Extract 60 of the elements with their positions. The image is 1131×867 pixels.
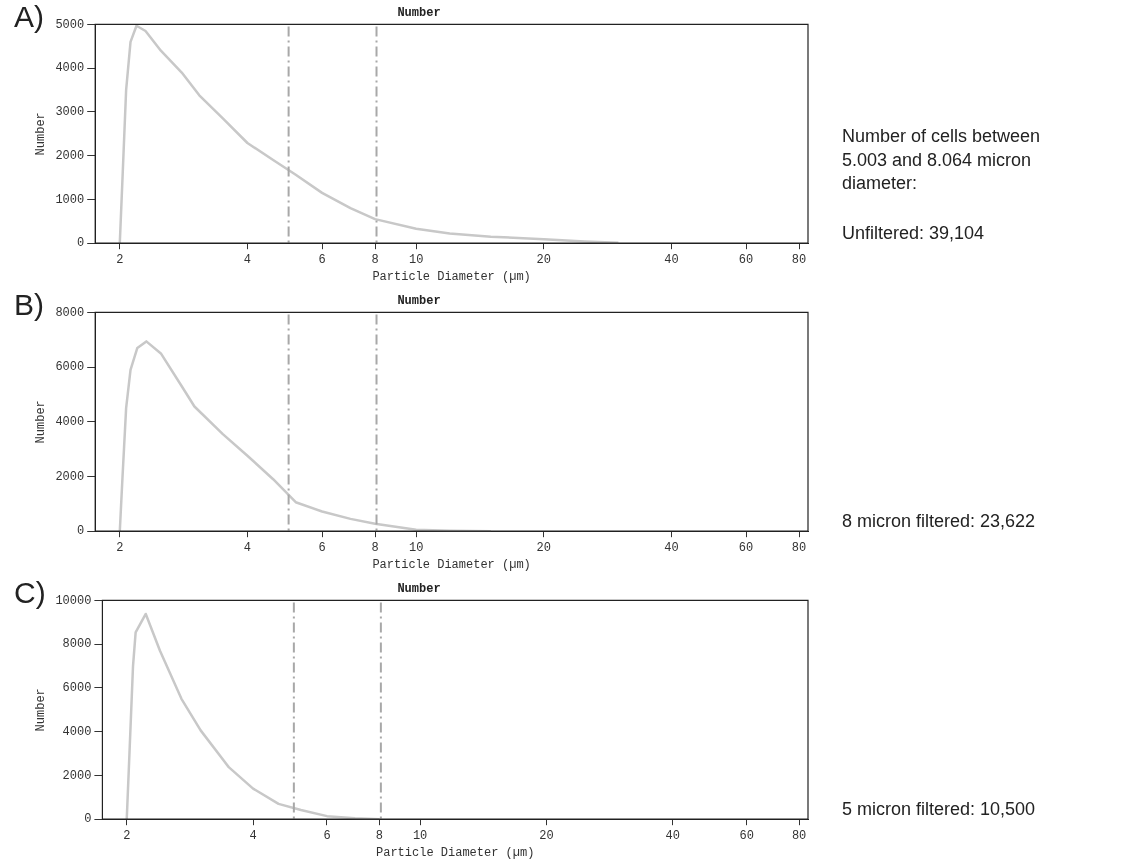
y-axis-title: Number xyxy=(34,112,49,156)
y-axis-title: Number xyxy=(34,400,49,444)
text: A) xyxy=(14,0,44,34)
x-tick-label: 4 xyxy=(249,828,257,843)
text: C) xyxy=(14,576,46,610)
x-tick-label: 6 xyxy=(318,540,326,555)
y-tick-label: 6000 xyxy=(62,681,92,696)
x-tick-label: 4 xyxy=(243,540,252,555)
x-tick-label: 8 xyxy=(371,252,379,267)
text: 8 micron filtered: 23,622 xyxy=(842,509,1037,533)
y-tick-label: 4000 xyxy=(55,414,85,429)
x-tick-label: 80 xyxy=(791,540,807,555)
x-tick-label: 20 xyxy=(539,828,554,843)
text: Unfiltered: 39,104 xyxy=(842,221,986,245)
y-tick-label: 1000 xyxy=(55,192,85,207)
x-tick-label: 8 xyxy=(371,540,379,555)
x-tick-label: 6 xyxy=(318,252,326,267)
x-tick-label: 20 xyxy=(536,252,551,267)
x-tick-label: 40 xyxy=(664,252,679,267)
y-tick-label: 2000 xyxy=(55,148,85,163)
text: 5 micron filtered: 10,500 xyxy=(842,797,1037,821)
x-tick-label: 60 xyxy=(738,540,754,555)
x-axis-title: Particle Diameter (µm) xyxy=(372,557,531,572)
y-tick-label: 4000 xyxy=(55,61,85,76)
x-tick-label: 2 xyxy=(116,252,124,267)
text: B) xyxy=(14,288,44,322)
x-axis-title: Particle Diameter (µm) xyxy=(372,269,531,284)
chart-title: Number xyxy=(397,6,441,21)
y-tick-label: 4000 xyxy=(62,724,92,739)
x-tick-label: 60 xyxy=(738,252,754,267)
chart-title: Number xyxy=(397,582,441,597)
x-tick-label: 2 xyxy=(116,540,124,555)
y-tick-label: 5000 xyxy=(55,17,85,32)
x-tick-label: 6 xyxy=(323,828,331,843)
x-tick-label: 10 xyxy=(408,540,424,555)
y-tick-label: 10000 xyxy=(55,593,92,608)
y-tick-label: 0 xyxy=(77,524,85,539)
x-tick-label: 10 xyxy=(412,828,428,843)
y-tick-label: 6000 xyxy=(55,360,85,375)
y-axis-title: Number xyxy=(34,688,49,732)
x-tick-label: 80 xyxy=(791,828,807,843)
x-tick-label: 80 xyxy=(791,252,807,267)
y-tick-label: 0 xyxy=(84,812,92,827)
chart-title: Number xyxy=(397,294,441,309)
y-tick-label: 8000 xyxy=(55,305,85,320)
y-tick-label: 8000 xyxy=(62,637,92,652)
x-tick-label: 4 xyxy=(243,252,252,267)
text: Number of cells between 5.003 and 8.064 micron diameter: xyxy=(842,125,1042,196)
x-tick-label: 60 xyxy=(739,828,754,843)
x-axis-title: Particle Diameter (µm) xyxy=(375,845,535,860)
x-tick-label: 40 xyxy=(665,828,680,843)
x-tick-label: 20 xyxy=(536,540,551,555)
x-tick-label: 10 xyxy=(408,252,424,267)
y-tick-label: 3000 xyxy=(55,105,85,120)
x-tick-label: 8 xyxy=(375,828,384,843)
x-tick-label: 40 xyxy=(664,540,679,555)
y-tick-label: 2000 xyxy=(62,768,92,783)
y-tick-label: 2000 xyxy=(55,469,85,484)
x-tick-label: 2 xyxy=(123,828,131,843)
y-tick-label: 0 xyxy=(77,236,85,251)
